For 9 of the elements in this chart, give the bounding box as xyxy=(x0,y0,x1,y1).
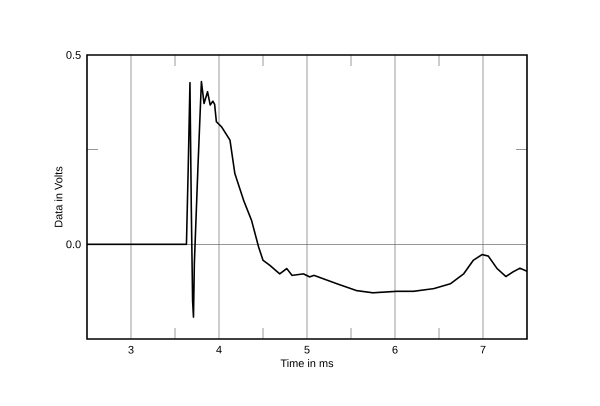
x-tick-label: 6 xyxy=(392,346,398,354)
x-axis-title: Time in ms xyxy=(280,359,334,368)
y-axis-title: Data in Volts xyxy=(54,166,62,227)
x-tick-label: 5 xyxy=(304,346,310,354)
y-tick-label: 0.0 xyxy=(66,240,81,248)
x-tick-label: 4 xyxy=(216,346,222,354)
x-tick-label: 7 xyxy=(480,346,486,354)
y-tick-label: 0.5 xyxy=(66,51,81,59)
x-tick-label: 3 xyxy=(128,346,134,354)
